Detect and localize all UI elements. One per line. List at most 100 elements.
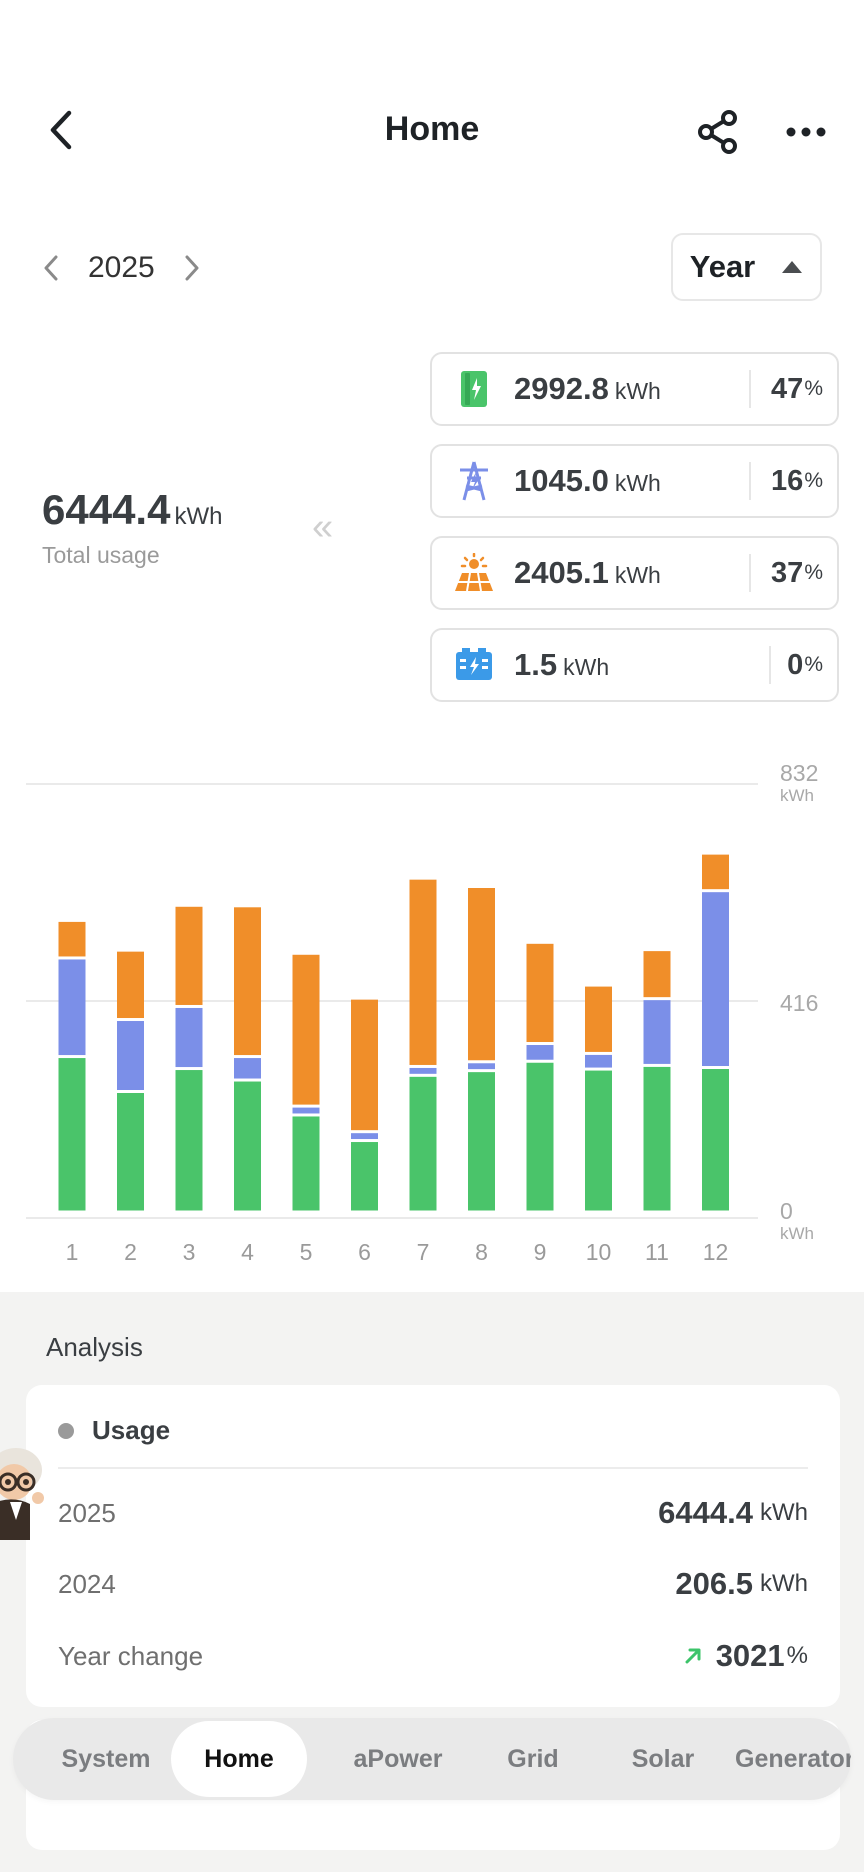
usage-chart: 1 2 3 4 5 6 7 8 9 10 11 12 832 kWh 416 0 kWh <box>0 760 864 1280</box>
bar-segment <box>702 1069 729 1211</box>
analysis-row: 2025 6444.4 kWh <box>58 1488 808 1538</box>
row-value: 6444.4 <box>658 1495 753 1530</box>
bar-segment <box>351 999 378 1131</box>
bar-segment <box>468 1063 495 1070</box>
legend-dot <box>58 1422 74 1439</box>
bar-segment <box>175 1070 203 1211</box>
analysis-card-usage: Usage 2025 6444.4 kWh 2024 206.5 kWh Year … <box>26 1385 840 1707</box>
bar-segment <box>643 1000 671 1064</box>
bar-segment <box>468 888 495 1061</box>
chevron-left-icon <box>50 110 72 150</box>
bar-segment <box>117 1021 144 1091</box>
bar-segment <box>526 943 554 1043</box>
bar-segment <box>292 1107 320 1114</box>
row-unit: kWh <box>760 1499 808 1526</box>
x-tick-label: 4 <box>241 1239 254 1265</box>
apower-percent-unit: % <box>804 377 823 400</box>
solar-panel-icon <box>452 551 496 595</box>
next-year-button[interactable] <box>177 248 207 288</box>
row-label: 2025 <box>58 1497 116 1528</box>
bar-segment <box>58 921 86 957</box>
tab-solar[interactable]: Solar <box>631 1744 695 1773</box>
divider <box>749 554 751 592</box>
bar-month-12[interactable] <box>702 854 729 1211</box>
tab-apower[interactable]: aPower <box>353 1744 443 1773</box>
top-bar: Home <box>0 0 864 200</box>
source-card-apower[interactable]: 2992.8 kWh 47% <box>430 352 839 426</box>
battery-icon <box>452 367 496 411</box>
row-unit: kWh <box>760 1570 808 1597</box>
total-usage-value: 6444.4 <box>42 486 171 533</box>
bar-segment <box>526 1062 554 1211</box>
bar-month-6[interactable] <box>351 999 378 1211</box>
usage-bar-chart[interactable]: 1 2 3 4 5 6 7 8 9 10 11 12 <box>0 760 864 1280</box>
previous-year-button[interactable] <box>36 248 66 288</box>
grid-percent: 16 <box>771 464 804 497</box>
more-horizontal-icon <box>786 127 826 137</box>
bar-segment <box>58 1058 86 1211</box>
more-button[interactable] <box>782 112 830 152</box>
grid-value: 1045.0 <box>514 463 609 498</box>
bar-segment <box>409 1076 437 1211</box>
bar-month-11[interactable] <box>643 951 671 1211</box>
x-tick-label: 1 <box>66 1239 79 1265</box>
bar-month-10[interactable] <box>585 986 612 1211</box>
assistant-mascot[interactable] <box>0 1440 50 1550</box>
bar-month-8[interactable] <box>468 888 495 1211</box>
bar-segment <box>468 1072 495 1211</box>
period-dropdown[interactable]: Year <box>671 233 822 301</box>
bar-segment <box>234 1058 261 1079</box>
bar-month-4[interactable] <box>234 907 261 1211</box>
y-tick-label-top: 832 kWh <box>780 760 819 805</box>
x-tick-label: 3 <box>183 1239 196 1265</box>
tab-home[interactable]: Home <box>171 1721 307 1797</box>
bar-segment <box>117 951 144 1019</box>
tab-system[interactable]: System <box>61 1744 151 1773</box>
bar-month-1[interactable] <box>58 921 86 1211</box>
solar-percent-unit: % <box>804 561 823 584</box>
arrow-up-right-icon <box>684 1647 702 1665</box>
bar-segment <box>643 951 671 998</box>
back-button[interactable] <box>40 108 80 152</box>
total-usage-label: Total usage <box>42 542 160 568</box>
bar-month-2[interactable] <box>117 951 144 1211</box>
tab-generator[interactable]: Generator <box>735 1744 851 1773</box>
y-tick-label-mid: 416 <box>780 990 819 1016</box>
x-tick-label: 6 <box>358 1239 371 1265</box>
grid-percent-unit: % <box>804 469 823 492</box>
source-card-grid[interactable]: 1045.0 kWh 16% <box>430 444 839 518</box>
source-card-solar[interactable]: 2405.1 kWh 37% <box>430 536 839 610</box>
share-button[interactable] <box>694 108 742 156</box>
analysis-row: Year change 3021% <box>58 1631 808 1681</box>
x-tick-label: 8 <box>475 1239 488 1265</box>
analysis-row: 2024 206.5 kWh <box>58 1559 808 1609</box>
bar-month-9[interactable] <box>526 943 554 1211</box>
x-tick-label: 9 <box>534 1239 547 1265</box>
bar-segment <box>351 1142 378 1211</box>
bar-segment <box>409 879 437 1065</box>
period-label: Year <box>689 249 756 284</box>
bar-segment <box>292 1116 320 1211</box>
bar-segment <box>526 1045 554 1060</box>
tab-grid[interactable]: Grid <box>507 1744 559 1773</box>
bar-month-5[interactable] <box>292 954 320 1211</box>
grid-tower-icon <box>452 459 496 503</box>
bar-segment <box>585 986 612 1052</box>
collapse-arrows-icon[interactable]: « <box>312 506 334 548</box>
chevron-left-icon <box>44 255 58 281</box>
source-card-generator[interactable]: 1.5 kWh 0% <box>430 628 839 702</box>
row-label: 2024 <box>58 1568 116 1599</box>
x-tick-label: 11 <box>645 1239 669 1265</box>
bar-segment <box>702 892 729 1067</box>
divider <box>749 462 751 500</box>
solar-unit: kWh <box>614 562 661 588</box>
bar-segment <box>585 1054 612 1068</box>
solar-percent: 37 <box>771 556 804 589</box>
bar-segment <box>409 1067 437 1074</box>
divider <box>749 370 751 408</box>
bar-month-7[interactable] <box>409 879 437 1211</box>
divider <box>58 1467 808 1469</box>
analysis-heading: Usage <box>92 1415 171 1445</box>
bar-month-3[interactable] <box>175 906 203 1211</box>
y-tick-label-bottom: 0 kWh <box>780 1198 814 1243</box>
